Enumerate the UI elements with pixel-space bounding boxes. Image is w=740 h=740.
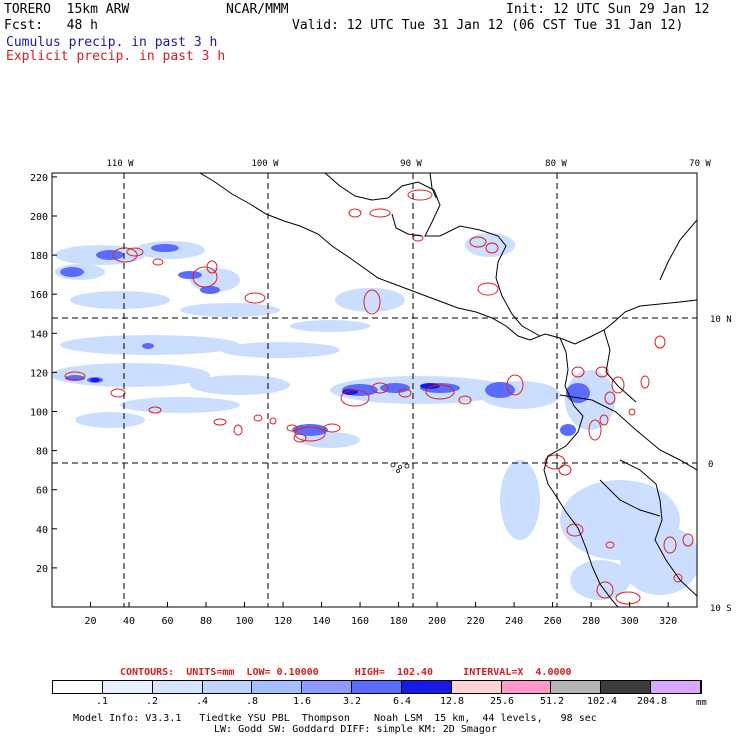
explicit-precip <box>64 189 694 605</box>
colorbar-swatch <box>252 681 303 693</box>
colorbar-swatch <box>352 681 402 693</box>
x-tick-label: 80 <box>200 616 212 627</box>
colorbar-label: 51.2 <box>539 696 565 707</box>
y-tick-label: 20 <box>36 564 48 575</box>
y-tick-label: 60 <box>36 486 48 497</box>
y-tick-label: 80 <box>36 447 48 458</box>
cumulus-precip <box>52 233 697 600</box>
x-tick-label: 140 <box>313 616 331 627</box>
lon-label-70w: 70 W <box>689 159 711 169</box>
x-tick-label: 160 <box>351 616 369 627</box>
y-tick-label: 140 <box>30 329 48 340</box>
contour-info: CONTOURS: UNITS=mm LOW= 0.10000 HIGH= 10… <box>120 667 572 678</box>
y-tick-label: 100 <box>30 408 48 419</box>
colorbar-swatch <box>451 681 502 693</box>
forecast-hour: Fcst: 48 h <box>4 18 98 33</box>
x-tick-label: 100 <box>236 616 254 627</box>
coastline <box>199 173 697 607</box>
axis-ticks <box>52 176 669 607</box>
galapagos-islands <box>390 462 410 473</box>
model-center: NCAR/MMM <box>226 2 289 17</box>
colorbar-unit: mm <box>696 698 707 708</box>
colorbar-label: 25.6 <box>489 696 515 707</box>
colorbar-label: 6.4 <box>392 696 412 707</box>
colorbar-swatch <box>651 681 701 693</box>
colorbar-label: .4 <box>195 696 209 707</box>
y-tick-label: 180 <box>30 251 48 262</box>
x-tick-label: 60 <box>161 616 173 627</box>
lon-label-80w: 80 W <box>545 159 567 169</box>
map-frame <box>51 172 698 608</box>
colorbar-label: 204.8 <box>636 696 668 707</box>
x-tick-label: 180 <box>390 616 408 627</box>
colorbar <box>52 680 702 694</box>
colorbar-labels: .1 .2 .4 .8 1.6 3.2 6.4 12.8 25.6 51.2 102.4 204.8 <box>52 696 702 708</box>
colorbar-swatch <box>501 681 552 693</box>
x-tick-label: 200 <box>428 616 446 627</box>
valid-time: Valid: 12 UTC Tue 31 Jan 12 (06 CST Tue … <box>292 18 684 33</box>
x-tick-label: 260 <box>544 616 562 627</box>
cumulus-precip-heavy <box>60 244 590 436</box>
x-tick-label: 320 <box>659 616 677 627</box>
y-axis-labels: 220 200 180 160 140 120 100 80 60 40 20 <box>30 173 48 575</box>
colorbar-swatch <box>202 681 253 693</box>
colorbar-swatch <box>152 681 203 693</box>
lon-label-90w: 90 W <box>400 159 422 169</box>
colorbar-swatch <box>302 681 353 693</box>
lon-label-110w: 110 W <box>106 159 134 169</box>
x-tick-label: 280 <box>582 616 600 627</box>
lat-label-10s: 10 S <box>710 604 732 614</box>
lat-label-0: 0 <box>708 460 713 470</box>
x-tick-label: 40 <box>123 616 135 627</box>
x-tick-label: 20 <box>84 616 96 627</box>
y-tick-label: 220 <box>30 173 48 184</box>
colorbar-swatch <box>53 681 103 693</box>
colorbar-label: .8 <box>245 696 259 707</box>
y-tick-label: 40 <box>36 525 48 536</box>
colorbar-swatch <box>551 681 602 693</box>
model-info-line2: LW: Godd SW: Goddard DIFF: simple KM: 2D… <box>214 724 497 735</box>
x-axis-labels: 20 40 60 80 100 120 140 160 180 200 220 240 260 280 30… <box>84 616 677 627</box>
lat-label-10n: 10 N <box>710 315 732 325</box>
colorbar-label: .2 <box>145 696 159 707</box>
colorbar-label: 12.8 <box>439 696 465 707</box>
y-tick-label: 160 <box>30 290 48 301</box>
y-tick-label: 200 <box>30 212 48 223</box>
x-tick-label: 220 <box>467 616 485 627</box>
colorbar-swatch <box>401 681 452 693</box>
model-info-line1: Model Info: V3.3.1 Tiedtke YSU PBL Thomp… <box>73 713 597 724</box>
x-tick-label: 120 <box>274 616 292 627</box>
colorbar-label: 3.2 <box>342 696 362 707</box>
init-time: Init: 12 UTC Sun 29 Jan 12 <box>506 2 710 17</box>
model-name: TORERO 15km ARW <box>4 2 130 17</box>
x-tick-label: 300 <box>621 616 639 627</box>
colorbar-label: .1 <box>95 696 109 707</box>
field-label-explicit: Explicit precip. in past 3 h <box>6 49 226 64</box>
y-tick-label: 120 <box>30 368 48 379</box>
field-label-cumulus: Cumulus precip. in past 3 h <box>6 35 218 50</box>
colorbar-swatch <box>102 681 153 693</box>
latlon-grid <box>52 173 697 607</box>
cumulus-precip-core <box>90 378 440 395</box>
map-field <box>52 173 697 607</box>
lon-label-100w: 100 W <box>251 159 279 169</box>
colorbar-label: 102.4 <box>586 696 618 707</box>
x-tick-label: 240 <box>505 616 523 627</box>
colorbar-swatch <box>601 681 652 693</box>
colorbar-label: 1.6 <box>292 696 312 707</box>
